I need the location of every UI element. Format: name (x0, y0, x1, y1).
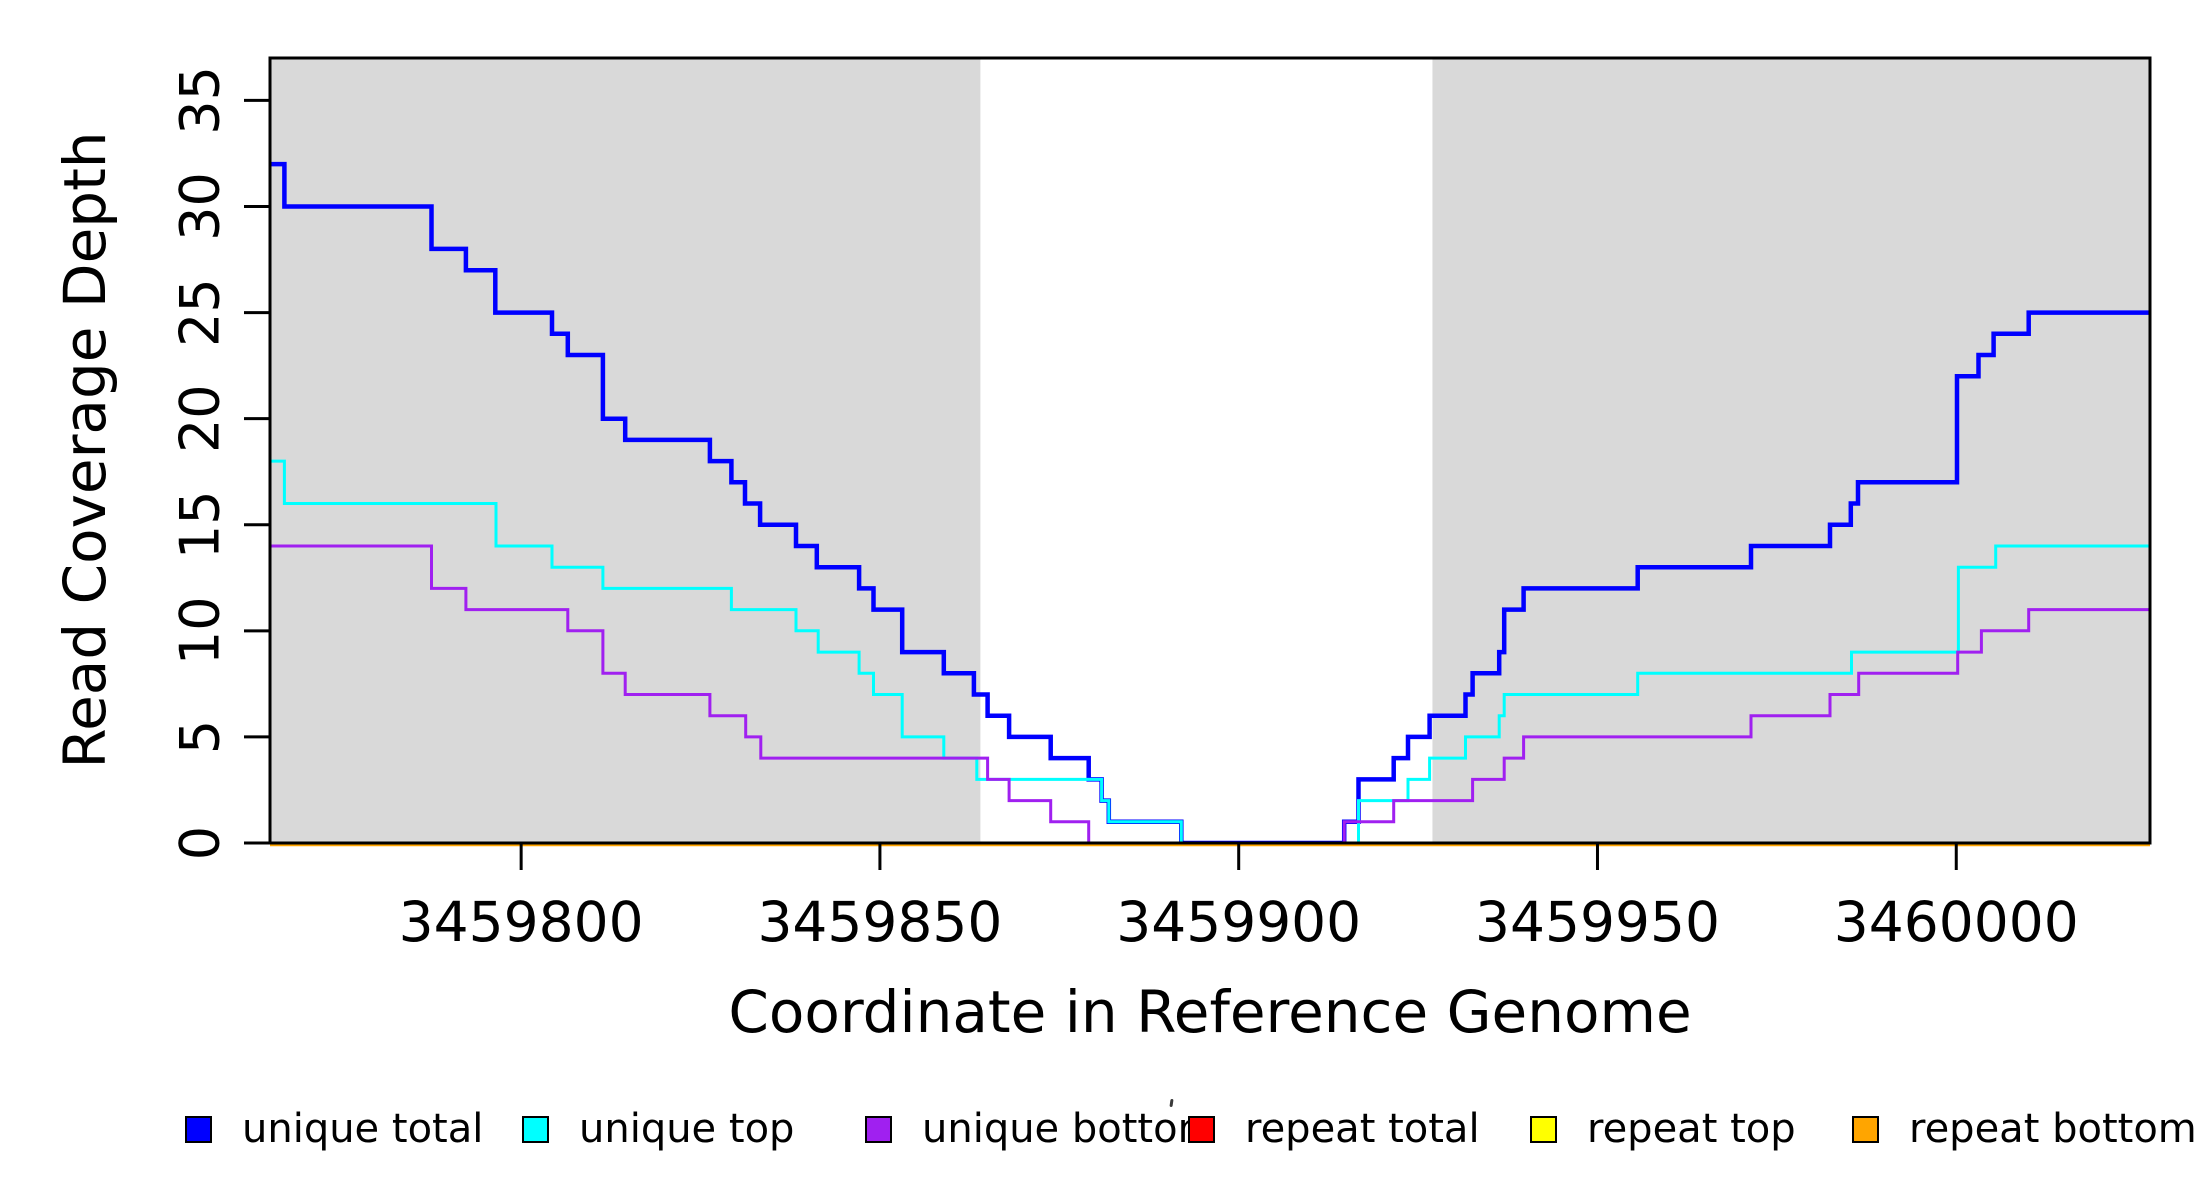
y-axis-tick-label: 0 (169, 826, 232, 860)
repeat-top-swatch-icon (1530, 1115, 1557, 1143)
y-axis-tick-label: 20 (168, 384, 231, 453)
unique-total-swatch-icon (185, 1115, 212, 1143)
unique-top-swatch-icon (522, 1115, 549, 1143)
legend-label: repeat top (1587, 1106, 1796, 1152)
x-axis-tick-label: 3459950 (1475, 890, 1720, 954)
shaded-region (270, 58, 981, 843)
y-axis-title: Read Coverage Depth (51, 131, 119, 769)
legend-label: unique total (242, 1106, 484, 1152)
repeat-total-swatch-icon (1188, 1115, 1215, 1143)
x-axis-tick-label: 3459900 (1116, 890, 1361, 954)
x-axis-title: Coordinate in Reference Genome (728, 978, 1692, 1046)
legend-label: unique top (579, 1106, 795, 1152)
plot-border (268, 56, 2152, 845)
y-axis-tick-label: 5 (169, 720, 232, 754)
y-axis-tick-label: 35 (169, 66, 232, 135)
y-axis-tick-label: 10 (169, 596, 232, 665)
y-axis-tick-label: 15 (168, 490, 231, 559)
x-axis-tick-label: 3460000 (1834, 890, 2079, 954)
legend-label: unique bottom (922, 1106, 1217, 1152)
shaded-region (1432, 58, 2150, 843)
x-axis-tick-label: 3459800 (399, 890, 644, 954)
unique-bottom-swatch-icon (865, 1115, 892, 1143)
legend-item-unique-bottom: unique bottom (865, 1106, 1217, 1152)
legend-label: repeat bottom (1909, 1106, 2197, 1152)
legend-item-unique-total: unique total (185, 1106, 484, 1152)
legend-item-unique-top: unique top (522, 1106, 795, 1152)
legend-item-repeat-total: repeat total (1188, 1106, 1480, 1152)
y-axis-tick-label: 30 (169, 172, 232, 241)
series-line-unique-total (270, 161, 2150, 846)
x-axis-tick-label: 3459850 (757, 890, 1002, 954)
y-axis-tick-label: 25 (168, 278, 231, 347)
legend-item-repeat-bottom: repeat bottom (1852, 1106, 2197, 1152)
series-line-unique-top (270, 459, 2150, 845)
legend-label: repeat total (1245, 1106, 1480, 1152)
series-line-unique-bottom (270, 544, 2150, 845)
legend-item-repeat-top: repeat top (1530, 1106, 1796, 1152)
repeat-bottom-swatch-icon (1852, 1115, 1879, 1143)
